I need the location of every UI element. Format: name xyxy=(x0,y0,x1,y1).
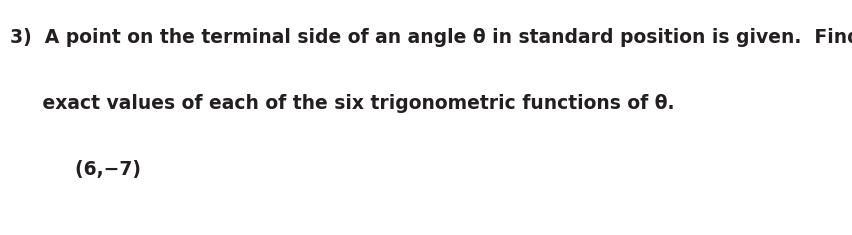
Text: (6,−7): (6,−7) xyxy=(10,160,141,179)
Text: exact values of each of the six trigonometric functions of θ.: exact values of each of the six trigonom… xyxy=(10,94,674,113)
Text: 3)  A point on the terminal side of an angle θ in standard position is given.  F: 3) A point on the terminal side of an an… xyxy=(10,28,852,47)
